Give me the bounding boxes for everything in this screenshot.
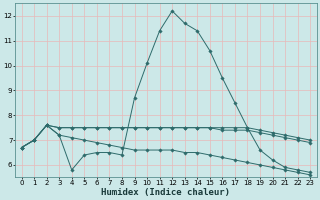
- X-axis label: Humidex (Indice chaleur): Humidex (Indice chaleur): [101, 188, 230, 197]
